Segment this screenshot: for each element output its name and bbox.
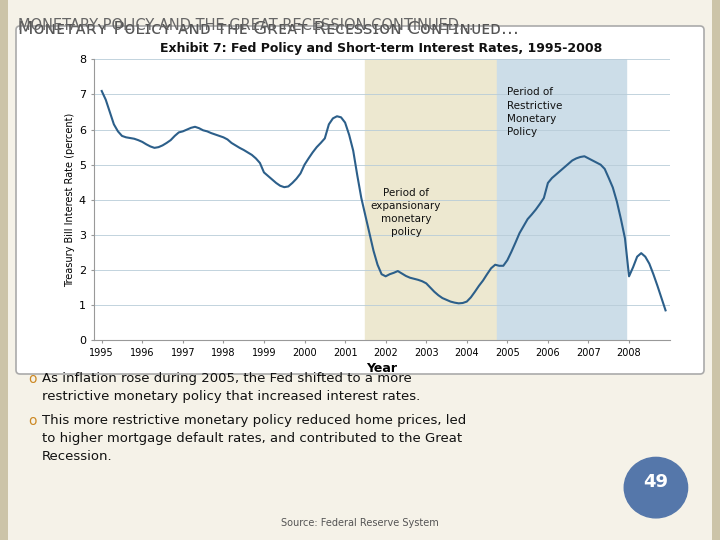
Text: MONETARY POLICY AND THE GREAT RECESSION CONTINUED…: MONETARY POLICY AND THE GREAT RECESSION … <box>18 18 474 33</box>
Bar <box>712 0 720 540</box>
Text: As inflation rose during 2005, the Fed shifted to a more
restrictive monetary po: As inflation rose during 2005, the Fed s… <box>42 372 420 403</box>
Title: Exhibit 7: Fed Policy and Short-term Interest Rates, 1995-2008: Exhibit 7: Fed Policy and Short-term Int… <box>161 43 603 56</box>
Text: o: o <box>28 414 37 428</box>
Bar <box>498 59 626 340</box>
Circle shape <box>624 457 688 518</box>
Text: Period of
expansionary
monetary
policy: Period of expansionary monetary policy <box>371 187 441 237</box>
FancyBboxPatch shape <box>16 26 704 374</box>
Y-axis label: Treasury Bill Interest Rate (percent): Treasury Bill Interest Rate (percent) <box>65 113 75 287</box>
Text: Mᴏɴᴇᴛᴀʀʏ Pᴏʟɪᴄʏ ᴀɴᴅ ᴛʜᴇ Gʀᴇᴀᴛ Rᴇᴄᴇssɪᴏɴ Cᴏɴᴛɪɴᴜᴇᴅ…: Mᴏɴᴇᴛᴀʀʏ Pᴏʟɪᴄʏ ᴀɴᴅ ᴛʜᴇ Gʀᴇᴀᴛ Rᴇᴄᴇssɪᴏɴ … <box>18 20 519 38</box>
Text: Source: Federal Reserve System: Source: Federal Reserve System <box>281 518 439 528</box>
Bar <box>365 59 498 340</box>
Text: This more restrictive monetary policy reduced home prices, led
to higher mortgag: This more restrictive monetary policy re… <box>42 414 467 463</box>
Bar <box>0 0 8 540</box>
Text: Period of
Restrictive
Monetary
Policy: Period of Restrictive Monetary Policy <box>508 87 563 137</box>
X-axis label: Year: Year <box>366 362 397 375</box>
Text: 49: 49 <box>644 474 668 491</box>
Text: o: o <box>28 372 37 386</box>
